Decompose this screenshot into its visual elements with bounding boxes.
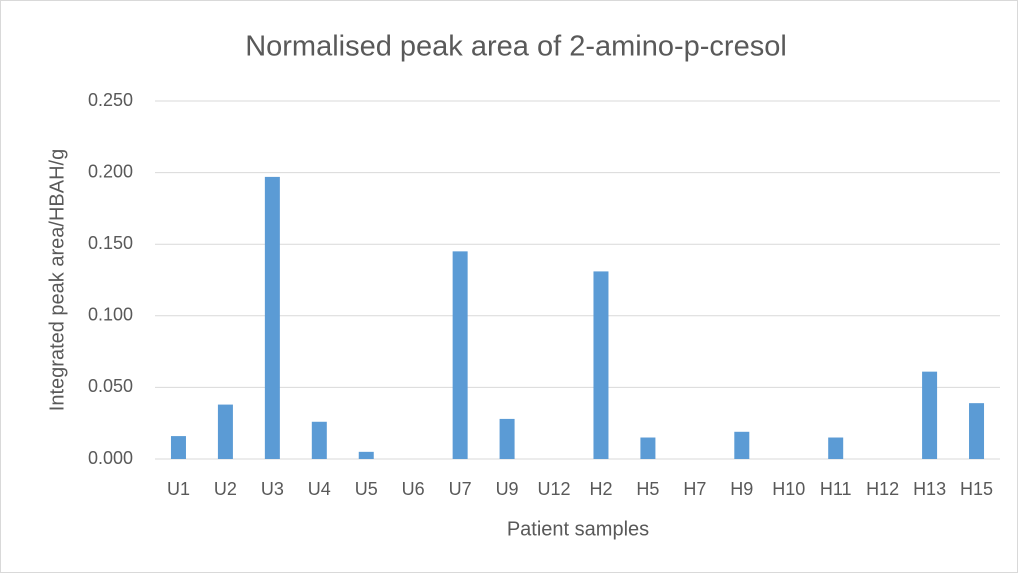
x-tick-label: H7 xyxy=(683,479,706,499)
bar xyxy=(593,271,609,459)
x-tick-label: H13 xyxy=(913,479,946,499)
x-tick-label: H5 xyxy=(636,479,659,499)
chart-title: Normalised peak area of 2-amino-p-cresol xyxy=(245,31,787,63)
bar xyxy=(969,403,985,459)
y-tick-label: 0.150 xyxy=(88,233,133,253)
y-tick-label: 0.200 xyxy=(88,161,133,181)
x-tick-label: H10 xyxy=(772,479,805,499)
bar xyxy=(499,418,515,459)
x-tick-label: H9 xyxy=(730,479,753,499)
x-tick-label: U5 xyxy=(355,479,378,499)
bar xyxy=(170,436,186,459)
y-tick-label: 0.000 xyxy=(88,448,133,468)
x-tick-label: H11 xyxy=(820,479,852,499)
y-axis-label: Integrated peak area/HBAH/g xyxy=(46,149,68,411)
bar xyxy=(452,251,468,459)
x-tick-label: U3 xyxy=(261,479,284,499)
x-tick-label: H12 xyxy=(866,479,899,499)
bar xyxy=(264,176,280,459)
bar xyxy=(311,421,327,459)
bar xyxy=(358,451,374,459)
bar xyxy=(217,404,233,459)
x-tick-label: U7 xyxy=(449,479,472,499)
x-tick-label: U6 xyxy=(402,479,425,499)
bar xyxy=(640,437,656,459)
x-tick-label: U12 xyxy=(538,479,571,499)
x-axis-label: Patient samples xyxy=(507,518,649,540)
x-tick-label: U1 xyxy=(167,479,190,499)
x-tick-label: H15 xyxy=(960,479,993,499)
x-tick-label: H2 xyxy=(589,479,612,499)
x-tick-label: U4 xyxy=(308,479,331,499)
x-tick-label: U9 xyxy=(496,479,519,499)
bar xyxy=(734,431,750,459)
bar xyxy=(828,437,844,459)
bar xyxy=(922,371,938,459)
x-tick-label: U2 xyxy=(214,479,237,499)
y-tick-label: 0.050 xyxy=(88,376,133,396)
y-tick-label: 0.100 xyxy=(88,305,133,325)
y-tick-label: 0.250 xyxy=(88,90,133,110)
